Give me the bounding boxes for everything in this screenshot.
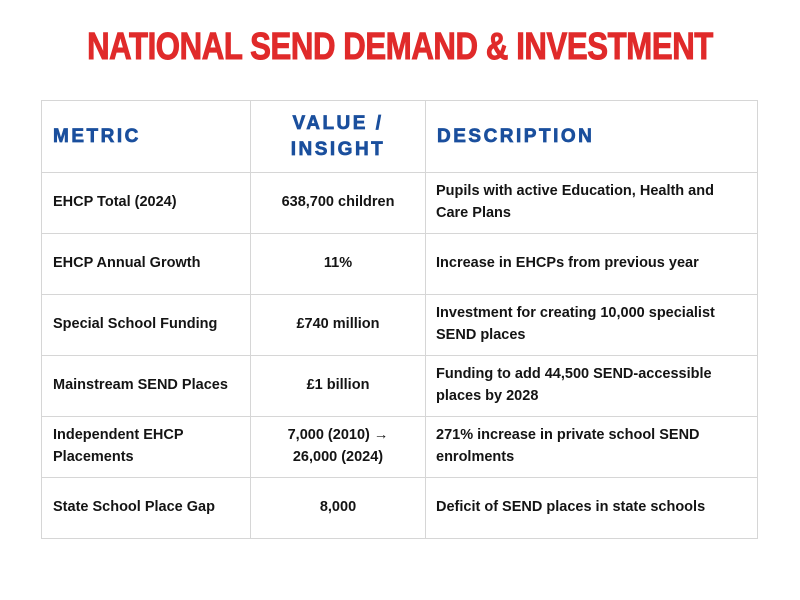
description-cell: Increase in EHCPs from previous year xyxy=(425,233,758,295)
description-cell: Investment for creating 10,000 specialis… xyxy=(425,294,758,356)
value-cell: 638,700 children xyxy=(250,172,426,234)
header-cell-description: DESCRIPTION xyxy=(425,100,758,173)
description-cell: Funding to add 44,500 SEND-accessible pl… xyxy=(425,355,758,417)
value-cell: 7,000 (2010) → 26,000 (2024) xyxy=(250,416,426,478)
metric-cell: EHCP Annual Growth xyxy=(41,233,251,295)
value-cell: 8,000 xyxy=(250,477,426,539)
table-row: Independent EHCP Placements 7,000 (2010)… xyxy=(41,416,758,478)
value-cell: 11% xyxy=(250,233,426,295)
metric-cell: Special School Funding xyxy=(41,294,251,356)
table-row: State School Place Gap 8,000 Deficit of … xyxy=(41,477,758,539)
metric-cell: State School Place Gap xyxy=(41,477,251,539)
send-demand-table: METRIC VALUE / INSIGHT DESCRIPTION EHCP … xyxy=(41,100,758,539)
table-header-row: METRIC VALUE / INSIGHT DESCRIPTION xyxy=(41,100,758,173)
description-cell: Pupils with active Education, Health and… xyxy=(425,172,758,234)
description-cell: Deficit of SEND places in state schools xyxy=(425,477,758,539)
table-row: Special School Funding £740 million Inve… xyxy=(41,294,758,356)
header-cell-metric: METRIC xyxy=(41,100,251,173)
table-row: EHCP Annual Growth 11% Increase in EHCPs… xyxy=(41,233,758,295)
metric-cell: Mainstream SEND Places xyxy=(41,355,251,417)
page-title: NATIONAL SEND DEMAND & INVESTMENT xyxy=(87,26,714,68)
description-cell: 271% increase in private school SEND enr… xyxy=(425,416,758,478)
value-cell: £740 million xyxy=(250,294,426,356)
metric-cell: Independent EHCP Placements xyxy=(41,416,251,478)
table-row: EHCP Total (2024) 638,700 children Pupil… xyxy=(41,172,758,234)
metric-cell: EHCP Total (2024) xyxy=(41,172,251,234)
header-cell-value: VALUE / INSIGHT xyxy=(250,100,426,173)
table-row: Mainstream SEND Places £1 billion Fundin… xyxy=(41,355,758,417)
value-cell: £1 billion xyxy=(250,355,426,417)
